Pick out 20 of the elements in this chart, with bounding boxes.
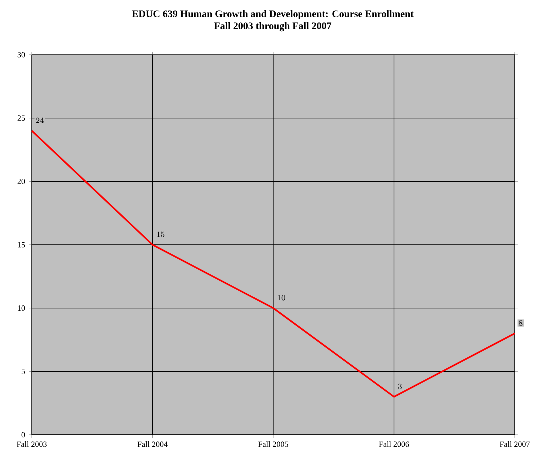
y-tick-label: 20 [18,178,26,184]
data-label: 24 [36,118,44,124]
data-label: 3 [398,384,402,390]
data-label: 8 [519,320,523,326]
y-tick-label: 0 [22,432,26,438]
y-tick-label: 25 [18,116,26,122]
chart-title: EDUC 639 Human Growth and Development: Course Enrollment [132,10,414,20]
x-tick-label: Fall 2005 [258,442,288,448]
chart-subtitle: Fall 2003 through Fall 2007 [214,22,332,32]
line-series [31,130,516,398]
x-tick-label: Fall 2006 [379,442,410,448]
y-tick-label: 30 [18,52,26,58]
data-label: 15 [157,232,165,238]
y-tick-label: 15 [18,242,26,248]
y-tick-label: 10 [18,306,26,312]
data-label: 10 [278,295,286,301]
x-tick-label: Fall 2004 [138,442,168,448]
x-tick-label: Fall 2007 [500,442,530,448]
y-tick-label: 5 [22,368,26,374]
x-tick-label: Fall 2003 [17,442,47,448]
